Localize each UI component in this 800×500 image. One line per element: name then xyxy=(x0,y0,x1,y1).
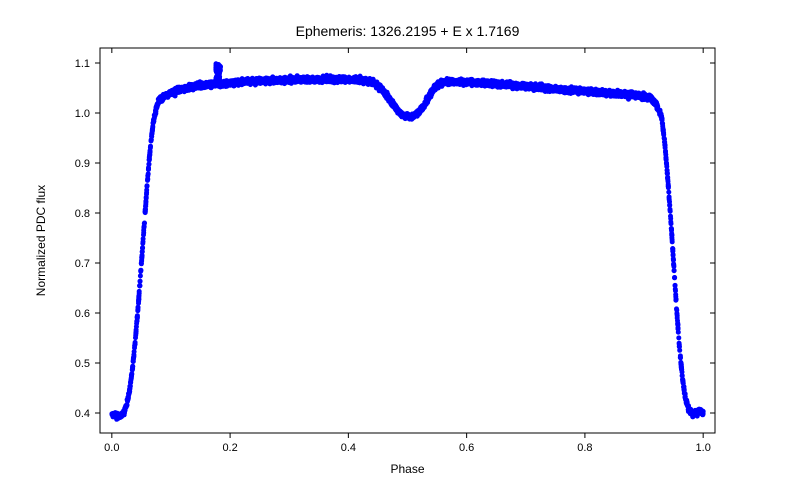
xtick-label: 1.0 xyxy=(696,442,711,454)
xtick-label: 0.6 xyxy=(459,442,474,454)
ytick-label: 0.5 xyxy=(75,358,90,370)
ytick-label: 0.9 xyxy=(75,158,90,170)
chart-title: Ephemeris: 1326.2195 + E x 1.7169 xyxy=(296,23,520,39)
ytick-label: 0.6 xyxy=(75,308,90,320)
chart-svg: 0.0 0.2 0.4 0.6 0.8 1.0 0.4 0.5 0.6 0.7 0.8 0.9 1.0 1… xyxy=(0,0,800,500)
ytick-label: 0.7 xyxy=(75,258,90,270)
xtick-label: 0.2 xyxy=(222,442,237,454)
xtick-label: 0.4 xyxy=(341,442,356,454)
ytick-label: 1.1 xyxy=(75,58,90,70)
y-axis-label: Normalized PDC flux xyxy=(34,185,48,296)
ytick-label: 1.0 xyxy=(75,108,90,120)
x-axis-label: Phase xyxy=(390,462,424,476)
xtick-label: 0.0 xyxy=(104,442,119,454)
xtick-label: 0.8 xyxy=(577,442,592,454)
chart-bg xyxy=(0,0,800,500)
ytick-label: 0.8 xyxy=(75,208,90,220)
chart-container: 0.0 0.2 0.4 0.6 0.8 1.0 0.4 0.5 0.6 0.7 0.8 0.9 1.0 1… xyxy=(0,0,800,500)
ytick-label: 0.4 xyxy=(75,408,90,420)
